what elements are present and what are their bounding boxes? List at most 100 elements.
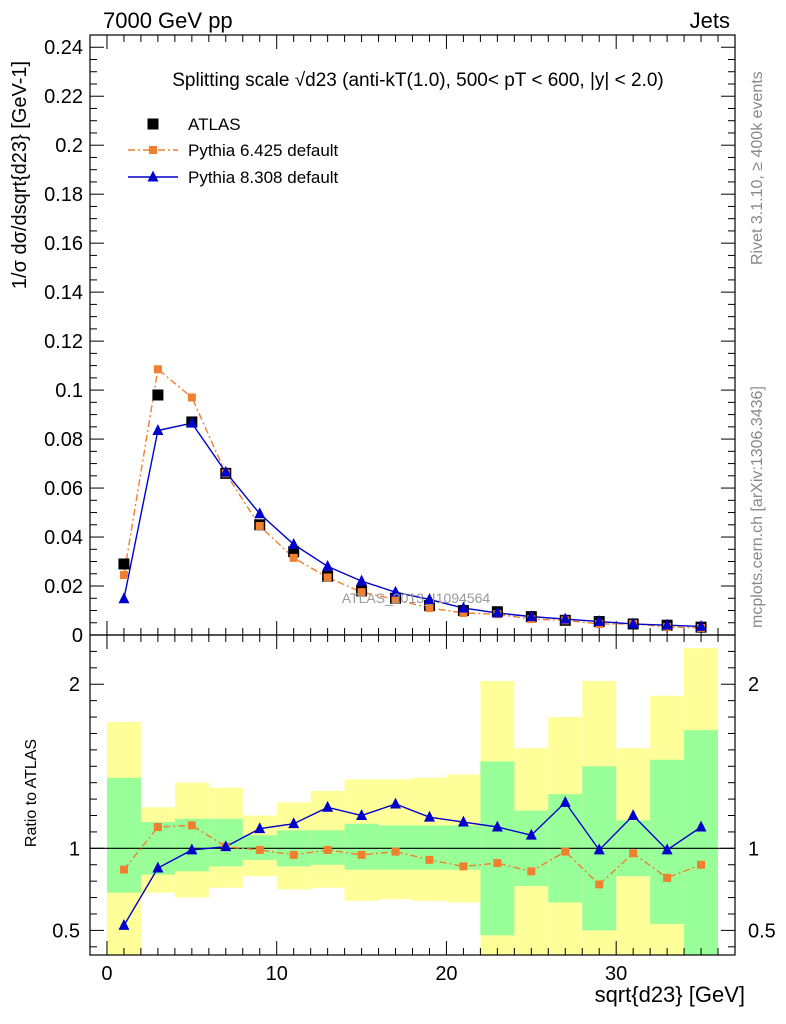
legend-symbol-atlas	[147, 118, 159, 130]
pythia8-point	[186, 416, 198, 428]
atlas-point	[288, 546, 300, 558]
atlas-point	[152, 389, 164, 401]
pythia8-point	[390, 585, 402, 597]
pythia6-ratio-point	[119, 865, 128, 874]
pythia6-point	[255, 522, 264, 531]
ratio-y-axis-label: Ratio to ATLAS	[23, 739, 40, 847]
y-tick-label: 0.02	[44, 576, 83, 598]
pythia6-point	[187, 393, 196, 402]
y-tick-label: 0.12	[44, 331, 83, 353]
ratio-tick-label: 2	[69, 674, 80, 696]
x-axis-label: sqrt{d23} [GeV]	[595, 982, 745, 1007]
pythia6-ratio-point	[289, 850, 298, 859]
y-tick-label: 0.22	[44, 86, 83, 108]
pythia8-ratio-point	[356, 809, 368, 820]
legend-symbol-pythia6	[149, 146, 157, 154]
pythia6-point	[357, 588, 366, 597]
pythia8-ratio-point	[220, 840, 232, 852]
pythia6-ratio-point	[459, 862, 468, 871]
pythia8-ratio-point	[152, 861, 164, 873]
pythia6-ratio-point	[391, 847, 400, 856]
y-tick-label: 0.24	[44, 37, 83, 59]
pythia8-point	[559, 612, 571, 624]
x-tick-label: 20	[435, 963, 457, 985]
atlas-point	[118, 558, 130, 570]
pythia6-point	[289, 553, 298, 562]
energy-label: 7000 GeV pp	[103, 8, 233, 33]
pythia8-ratio-point	[423, 810, 435, 822]
pythia6-point	[425, 604, 434, 613]
ratio-inner-band	[344, 823, 379, 870]
pythia8-ratio-point	[322, 800, 334, 812]
pythia6-point	[391, 595, 400, 604]
pythia6-point	[153, 365, 162, 374]
chart-title: Splitting scale √d23 (anti-kT(1.0), 500<…	[172, 70, 664, 91]
y-axis-label: 1/σ dσ/dsqrt{d23} [GeV-1]	[9, 61, 31, 289]
pythia8-point	[322, 559, 334, 571]
pythia8-ratio-point	[288, 817, 300, 829]
pythia8-ratio-point	[457, 815, 469, 827]
pythia8-ratio-point	[559, 795, 571, 807]
main-panel-frame	[89, 34, 736, 636]
pythia8-ratio-line	[123, 801, 702, 926]
pythia8-point	[661, 618, 673, 630]
pythia8-point	[525, 610, 537, 622]
pythia6-ratio-point	[357, 850, 366, 859]
pythia8-ratio-point	[695, 820, 707, 832]
pythia8-ratio-point	[186, 843, 198, 855]
x-tick-label: 0	[101, 963, 112, 985]
pythia6-ratio-line	[123, 824, 702, 886]
y-tick-label: 0.08	[44, 429, 83, 451]
legend-symbol-pythia8	[147, 170, 159, 182]
pythia6-ratio-point	[493, 859, 502, 868]
pythia6-ratio-point	[663, 873, 672, 882]
x-tick-label: 30	[605, 963, 627, 985]
pythia8-point	[695, 619, 707, 631]
y-tick-label: 0.14	[44, 282, 83, 304]
pythia6-ratio-point	[323, 845, 332, 854]
legend-label-pythia8: Pythia 8.308 default	[188, 168, 339, 187]
pythia6-ratio-point	[425, 855, 434, 864]
ratio-uncertainty-bands	[106, 648, 719, 955]
ratio-tick-label: 0.5	[748, 920, 776, 942]
pythia8-point	[288, 537, 300, 549]
pythia8-point	[491, 606, 503, 618]
legend-label-pythia6: Pythia 6.425 default	[188, 141, 339, 160]
pythia6-ratio-point	[561, 847, 570, 856]
pythia6-ratio-point	[697, 860, 706, 869]
ratio-tick-label: 2	[748, 674, 759, 696]
pythia8-ratio-point	[661, 843, 673, 855]
pythia8-ratio-point	[627, 809, 639, 820]
pythia8-point	[220, 465, 232, 477]
pythia6-ratio-point	[255, 845, 264, 854]
pythia6-line	[123, 367, 702, 629]
pythia8-line	[123, 422, 702, 628]
data-marks	[90, 365, 735, 930]
pythia8-ratio-point	[390, 797, 402, 809]
ratio-inner-band	[378, 825, 413, 870]
legend-label-atlas: ATLAS	[188, 115, 241, 134]
ratio-inner-band	[106, 777, 141, 893]
pythia6-ratio-point	[187, 821, 196, 830]
pythia8-point	[423, 593, 435, 604]
pythia6-ratio-point	[629, 849, 638, 858]
x-tick-label: 10	[266, 963, 288, 985]
pythia8-point	[118, 592, 130, 604]
y-tick-label: 0.18	[44, 184, 83, 206]
mcplots-label: mcplots.cern.ch [arXiv:1306.3436]	[749, 386, 766, 628]
y-tick-label: 0.2	[55, 135, 83, 157]
pythia8-ratio-point	[525, 828, 537, 840]
pythia6-point	[459, 608, 468, 617]
ratio-inner-band	[446, 825, 481, 870]
y-tick-label: 0	[72, 625, 83, 647]
ratio-tick-label: 1	[69, 838, 80, 860]
pythia6-ratio-point	[595, 880, 604, 889]
axis-ticks: 0 10 20 30 0 0.02 0.04 0.06 0.08 0.1 0.12 0.14 0.16 0…	[44, 35, 776, 985]
pythia8-point	[356, 574, 368, 586]
pythia8-point	[627, 617, 639, 629]
pythia8-point	[254, 507, 266, 519]
category-label: Jets	[690, 8, 730, 33]
pythia8-point	[152, 424, 164, 435]
ratio-tick-label: 1	[748, 838, 759, 860]
legend: ATLAS Pythia 6.425 default Pythia 8.308 …	[128, 115, 339, 187]
